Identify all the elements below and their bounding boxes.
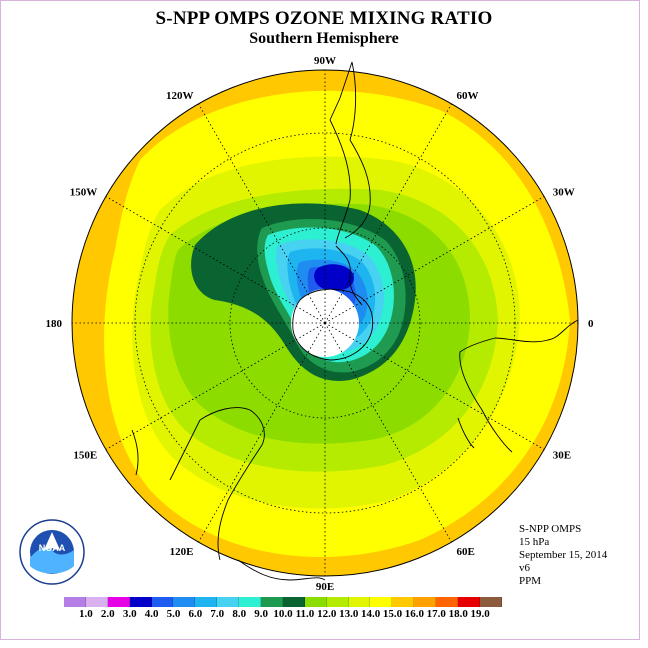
longitude-label: 120W [166, 90, 194, 102]
color-scale-tick-label: 6.0 [188, 608, 203, 620]
color-scale-tick-label: 15.0 [382, 608, 403, 620]
color-scale-tick-label: 7.0 [210, 608, 225, 620]
color-scale-tick-label: 18.0 [448, 608, 468, 620]
color-scale-tick-label: 19.0 [470, 608, 490, 620]
figure-frame [0, 0, 640, 640]
info-block: S-NPP OMPS 15 hPa September 15, 2014 v6 … [519, 523, 607, 588]
map-boundary [71, 69, 579, 577]
coastline-africa [459, 319, 579, 453]
longitude-label: 180 [46, 318, 63, 330]
longitude-labels: 90W 60W 30W 0 30E 60E 90E 120E 150E 180 150W 120W [46, 55, 595, 593]
longitude-label: 90W [314, 55, 336, 67]
color-swatch [414, 597, 437, 607]
ozone-field [72, 70, 578, 576]
longitude-label: 60E [457, 546, 475, 558]
color-swatch [392, 597, 415, 607]
longitude-label: 0 [588, 318, 594, 330]
color-swatch [107, 597, 130, 607]
color-scale-tick-label: 11.0 [295, 608, 315, 620]
longitude-label: 150E [73, 450, 97, 462]
color-scale-tick-label: 14.0 [360, 608, 381, 620]
color-swatch [370, 597, 393, 607]
coastline-madagascar [457, 417, 475, 449]
color-swatch [458, 597, 480, 607]
color-scale-tick-label: 16.0 [404, 608, 425, 620]
ozone-band-4 [314, 264, 354, 291]
color-swatch [151, 597, 174, 607]
color-scale-tick-label: 2.0 [100, 608, 115, 620]
info-instrument: S-NPP OMPS [519, 523, 582, 535]
map-subtitle: Southern Hemisphere [249, 30, 399, 47]
coastline-antarctic-peninsula [335, 245, 363, 306]
color-scale-tick-label: 8.0 [232, 608, 247, 620]
info-units: PPM [519, 575, 542, 587]
color-scale-tick-label: 4.0 [144, 608, 159, 620]
color-swatch [85, 597, 108, 607]
color-scale-tick-label: 17.0 [426, 608, 446, 620]
latitude-circle-30s [134, 132, 516, 514]
color-swatch [239, 597, 262, 607]
coastlines [131, 61, 579, 581]
longitude-label: 90E [316, 581, 334, 593]
color-scale-bar [64, 597, 502, 607]
color-swatch [479, 597, 502, 607]
coastline-south-america [329, 61, 371, 245]
longitude-label: 150W [70, 187, 98, 199]
info-date: September 15, 2014 [519, 549, 608, 561]
noaa-logo-icon: NOAA [19, 519, 85, 585]
color-swatch [326, 597, 349, 607]
color-swatch [304, 597, 327, 607]
info-version: v6 [519, 562, 530, 574]
coastline-australia [169, 407, 265, 561]
color-swatch [129, 597, 152, 607]
color-swatch [282, 597, 305, 607]
info-level: 15 hPa [519, 536, 550, 548]
map-title: S-NPP OMPS OZONE MIXING RATIO [155, 8, 493, 29]
longitude-label: 30E [553, 450, 571, 462]
color-scale-tick-label: 3.0 [122, 608, 137, 620]
graticule [72, 70, 578, 576]
color-scale-tick-label: 12.0 [317, 608, 337, 620]
longitude-label: 30W [553, 187, 575, 199]
color-swatch [173, 597, 196, 607]
color-scale-tick-label: 13.0 [339, 608, 359, 620]
longitude-label: 60W [457, 90, 479, 102]
longitude-label: 120E [170, 546, 194, 558]
color-scale-tick-label: 10.0 [273, 608, 293, 620]
color-scale-tick-label: 5.0 [166, 608, 181, 620]
coastline-asia [237, 559, 326, 581]
color-swatch [195, 597, 218, 607]
color-swatch [261, 597, 283, 607]
color-swatch [217, 597, 240, 607]
coastline-antarctica [292, 288, 374, 361]
color-swatch [64, 597, 86, 607]
color-swatch [348, 597, 371, 607]
color-swatch [436, 597, 459, 607]
noaa-logo-text: NOAA [39, 543, 66, 553]
color-scale-tick-label: 1.0 [79, 608, 93, 620]
latitude-circle-60s [229, 227, 421, 419]
color-scale-labels: 1.0 2.0 3.0 4.0 5.0 6.0 7.0 8.0 9.0 10.0 11.0 12.0 1… [0, 608, 648, 622]
color-scale-tick-label: 9.0 [254, 608, 268, 620]
